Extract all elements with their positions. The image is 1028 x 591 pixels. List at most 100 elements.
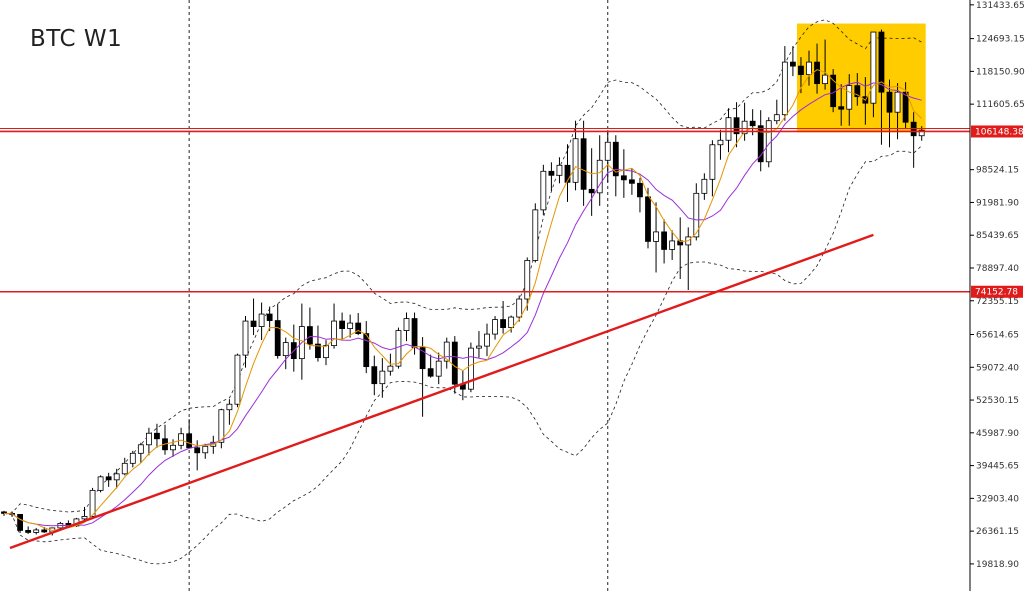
candle <box>339 312 346 340</box>
axis-tick-label: 65614.65 <box>976 331 1019 341</box>
axis-tick-label: 72355.15 <box>976 297 1019 307</box>
axis-tick-label: 85439.65 <box>976 231 1019 241</box>
candle-body <box>902 91 909 123</box>
candle-body <box>178 433 185 446</box>
candle-body <box>790 61 796 67</box>
trendline-group <box>9 233 874 550</box>
candle-body <box>596 159 603 194</box>
candle-body <box>765 120 772 163</box>
candle <box>822 39 828 90</box>
candle-body <box>218 409 225 443</box>
candle-body <box>315 343 321 359</box>
axis-tick-label: 131433.65 <box>976 1 1025 11</box>
candle <box>347 314 354 338</box>
candle-body <box>387 365 394 372</box>
axis-tick-label: 124693.15 <box>976 35 1025 45</box>
candle <box>701 173 708 200</box>
axis-tick-label: 98524.15 <box>976 166 1019 176</box>
candle-body <box>693 192 700 238</box>
candle-body <box>516 298 523 318</box>
candle <box>218 408 225 449</box>
candle-body <box>620 175 627 181</box>
candle-body <box>548 170 555 176</box>
candle-body <box>403 318 410 331</box>
candle-body <box>274 320 281 357</box>
candle <box>894 83 901 140</box>
candle-body <box>532 209 539 261</box>
candle-body <box>266 313 273 321</box>
candle-body <box>604 141 611 161</box>
candle <box>129 450 136 468</box>
candle <box>620 149 627 198</box>
candle <box>548 162 555 191</box>
candle <box>258 302 265 341</box>
candle-body <box>89 489 96 517</box>
candle <box>564 144 571 202</box>
trendline <box>9 233 874 550</box>
candle <box>306 307 313 350</box>
candle-body <box>669 240 676 250</box>
candle <box>580 120 587 206</box>
candle <box>846 74 853 126</box>
candle-body <box>741 120 748 135</box>
candle-body <box>749 120 756 127</box>
candle <box>572 120 579 191</box>
candle-body <box>500 319 507 328</box>
axis-tick-label: 32903.40 <box>976 494 1019 504</box>
candle-body <box>145 432 152 446</box>
candle-body <box>355 322 362 334</box>
candle-body <box>629 179 635 184</box>
candle-body <box>701 178 708 194</box>
candle <box>733 102 740 148</box>
candle <box>419 337 426 417</box>
candle-body <box>878 31 885 93</box>
candle <box>830 69 837 113</box>
candle-body <box>186 433 193 449</box>
candle-body <box>258 313 265 327</box>
candle <box>612 135 619 197</box>
candle <box>467 342 474 393</box>
candle <box>540 164 547 215</box>
candle <box>693 183 700 241</box>
candle-body <box>838 106 845 110</box>
candle <box>484 323 490 357</box>
candle <box>500 301 507 334</box>
candle <box>476 331 482 358</box>
candle-body <box>306 326 313 345</box>
candle-body <box>757 125 764 163</box>
candle-body <box>97 476 104 491</box>
axis-tick-label: 111605.65 <box>976 100 1025 110</box>
bollinger-upper <box>3 19 922 514</box>
candle-body <box>347 322 354 329</box>
candle-body <box>121 462 128 475</box>
axis-tick-label: 91981.90 <box>976 198 1019 208</box>
candle <box>379 358 386 398</box>
candle <box>282 337 289 370</box>
candle-body <box>846 85 853 110</box>
candle <box>202 443 209 459</box>
candle-body <box>814 61 820 85</box>
axis-tick-label: 78897.40 <box>976 264 1019 274</box>
candle-body <box>41 529 48 533</box>
candle-body <box>339 320 346 329</box>
candle <box>524 257 531 311</box>
candle-body <box>798 65 804 76</box>
candle <box>266 306 273 332</box>
axis-tick-label: 45987.90 <box>976 429 1019 439</box>
axis-tick-label: 39445.65 <box>976 462 1019 472</box>
candle <box>403 312 410 342</box>
level-tag-label-1: 74152.78 <box>975 288 1018 298</box>
candle <box>25 526 32 534</box>
candle-body <box>854 85 861 98</box>
candle <box>653 202 659 273</box>
candle <box>226 399 233 425</box>
candle <box>629 168 635 195</box>
candle-body <box>467 347 474 390</box>
axis-tick-label: 26361.15 <box>976 527 1019 537</box>
candle-body <box>113 473 120 481</box>
candle <box>741 102 748 141</box>
candle-body <box>419 347 426 370</box>
candle-body <box>773 114 780 122</box>
candle-body <box>379 370 386 385</box>
